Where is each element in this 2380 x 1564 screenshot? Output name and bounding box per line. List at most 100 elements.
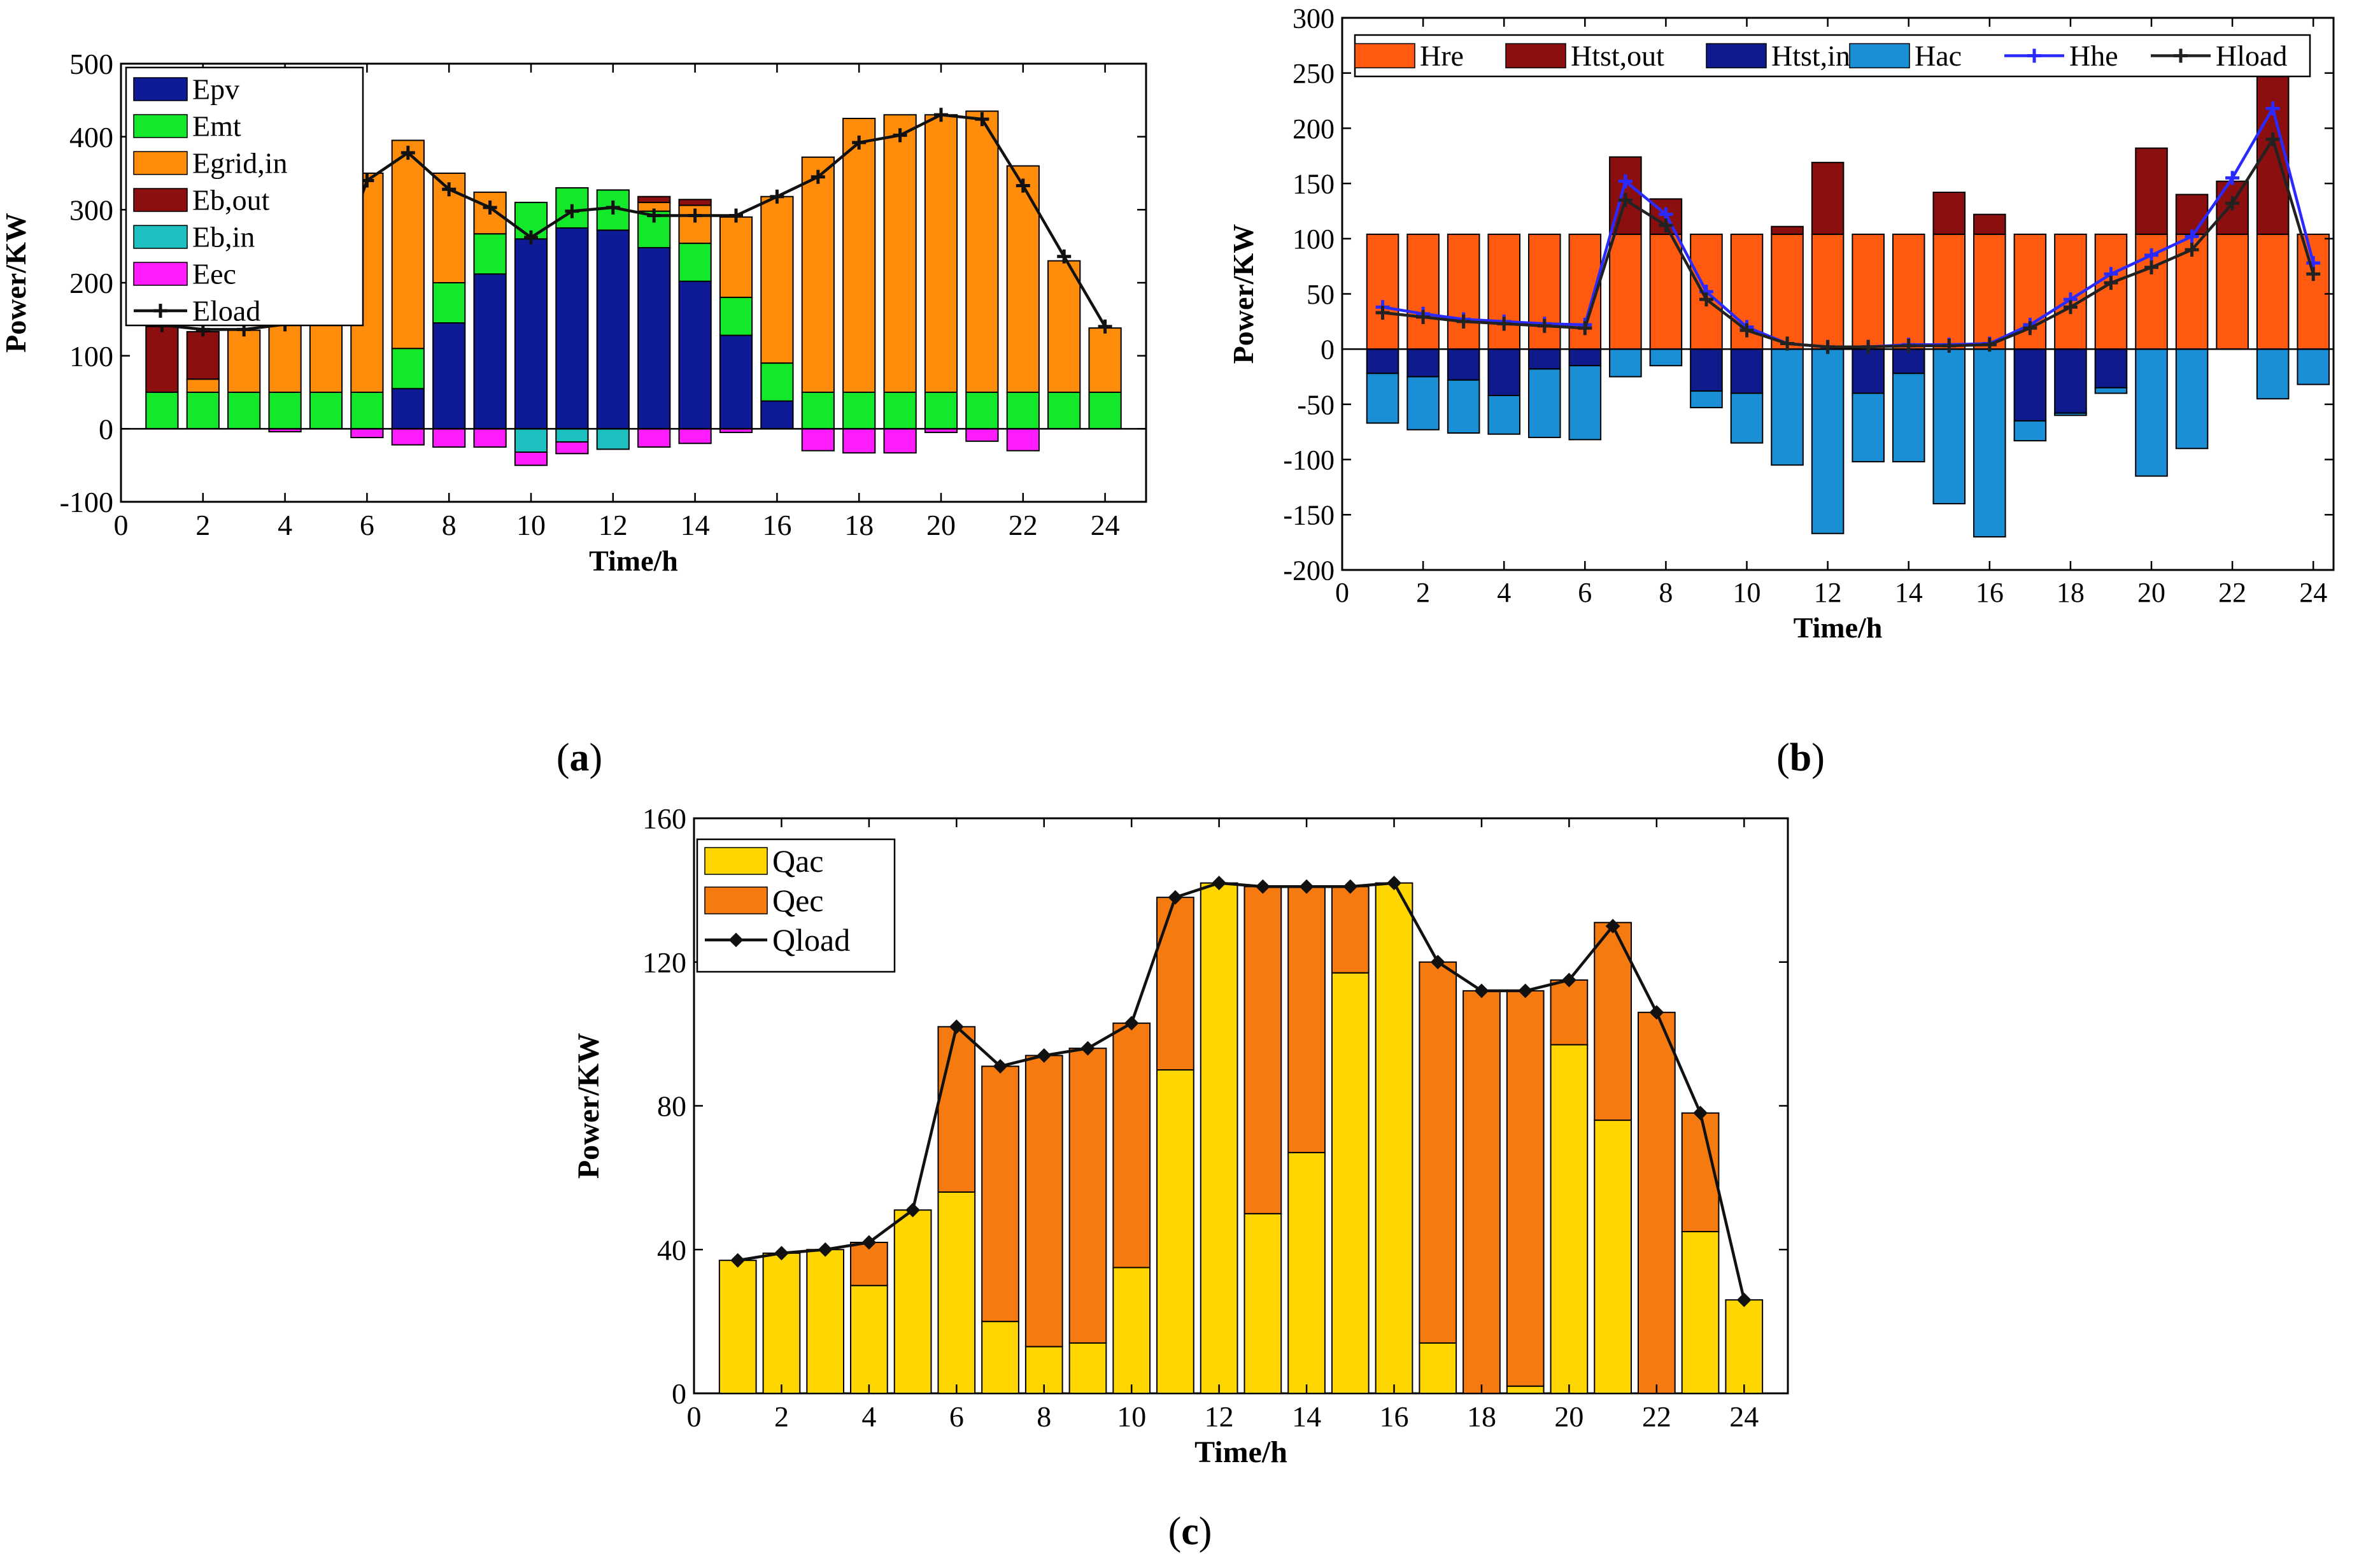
bar-htst-in-10 <box>1730 348 1764 394</box>
marker-eload-15 <box>729 208 743 223</box>
legend: Qac Qec Qload <box>696 838 896 973</box>
legend-marker-hhe <box>2027 48 2041 63</box>
marker-qload-18 <box>1474 983 1489 999</box>
marker-qload-13 <box>1255 879 1270 894</box>
bar-hac-13 <box>1852 392 1885 463</box>
marker-eload-17 <box>811 169 825 184</box>
legend-label-htst-out: Htst,out <box>1571 39 1664 72</box>
bar-htst-out-20 <box>2135 147 2168 235</box>
bar-qac-1 <box>718 1260 757 1395</box>
x-tick-label-22: 22 <box>2218 577 2246 608</box>
bar-eb-out-2 <box>186 331 220 380</box>
bar-qec-9 <box>1068 1048 1107 1344</box>
marker-qload-24 <box>1736 1292 1752 1307</box>
bar-eec-13 <box>637 428 671 448</box>
marker-qload-12 <box>1212 876 1227 891</box>
marker-hhe-22 <box>2225 171 2240 185</box>
bar-hre-13 <box>1852 233 1885 350</box>
bar-hre-23 <box>2256 233 2290 350</box>
x-tick-label-4: 4 <box>278 509 292 541</box>
x-axis-label: Time/h <box>1194 1435 1287 1469</box>
bar-htst-out-11 <box>1771 225 1804 235</box>
marker-qload-17 <box>1430 955 1445 970</box>
bar-hac-16 <box>1973 348 2006 537</box>
x-tick-label-20: 20 <box>926 509 956 541</box>
bar-emt-8 <box>432 282 466 324</box>
marker-eload-7 <box>400 145 415 160</box>
bar-emt-6 <box>350 392 384 430</box>
bar-qec-17 <box>1419 961 1457 1344</box>
bar-emt-17 <box>801 392 835 430</box>
legend-swatch-hre <box>1354 43 1415 69</box>
bar-qac-13 <box>1243 1212 1282 1394</box>
marker-hload-4 <box>1497 316 1512 331</box>
bar-epv-14 <box>678 280 712 430</box>
bar-hac-2 <box>1406 376 1440 430</box>
bar-hac-9 <box>1690 390 1723 409</box>
bar-emt-21 <box>965 392 999 430</box>
bar-eb-in-11 <box>555 428 589 443</box>
bar-hac-19 <box>2094 387 2128 394</box>
bar-egrid-in-18 <box>842 118 876 393</box>
marker-eload-18 <box>852 135 867 150</box>
legend-label-hload: Hload <box>2216 39 2287 72</box>
y-tick-label-50: 50 <box>1307 279 1335 310</box>
x-tick-label-6: 6 <box>360 509 374 541</box>
bar-htst-out-21 <box>2175 194 2209 235</box>
marker-hload-24 <box>2306 267 2321 281</box>
marker-hload-16 <box>1982 338 1997 352</box>
bar-hre-19 <box>2094 233 2128 350</box>
y-tick-label-100: 100 <box>69 340 113 373</box>
marker-qload-11 <box>1168 890 1183 905</box>
legend-label-qec: Qec <box>772 883 824 918</box>
x-tick-label-22: 22 <box>1642 1400 1671 1433</box>
bar-epv-10 <box>514 238 548 430</box>
x-tick-label-8: 8 <box>1659 577 1673 608</box>
bar-emt-22 <box>1006 392 1040 430</box>
x-tick-label-18: 18 <box>1467 1400 1496 1433</box>
x-tick-label-0: 0 <box>114 509 129 541</box>
bar-hac-3 <box>1447 379 1480 434</box>
x-tick-label-18: 18 <box>2057 577 2085 608</box>
bar-hre-12 <box>1811 233 1845 350</box>
x-tick-label-16: 16 <box>1380 1400 1409 1433</box>
bar-htst-in-9 <box>1690 348 1723 392</box>
y-tick-label-150: 150 <box>1293 169 1335 200</box>
bar-eec-22 <box>1006 428 1040 451</box>
x-tick-label-12: 12 <box>599 509 628 541</box>
marker-hload-13 <box>1861 339 1876 354</box>
bar-htst-in-5 <box>1527 348 1561 370</box>
marker-hload-14 <box>1901 338 1916 353</box>
marker-hload-6 <box>1578 321 1592 336</box>
bar-htst-in-17 <box>2013 348 2047 422</box>
bar-qac-24 <box>1725 1299 1764 1394</box>
legend-swatch-htst-out <box>1505 43 1566 69</box>
x-tick-label-16: 16 <box>1976 577 2004 608</box>
bar-eec-21 <box>965 428 999 442</box>
bar-qac-5 <box>893 1209 932 1394</box>
x-tick-label-6: 6 <box>949 1400 964 1433</box>
bar-hac-14 <box>1892 373 1925 463</box>
bar-hac-18 <box>2054 412 2087 416</box>
bar-emt-18 <box>842 392 876 430</box>
legend-marker-hload <box>2174 48 2188 63</box>
x-tick-label-8: 8 <box>1037 1400 1051 1433</box>
bar-qac-17 <box>1419 1342 1457 1395</box>
bar-qac-15 <box>1331 972 1370 1394</box>
legend: Epv Emt Egrid,in Eb,out Eb,in Eec Eload <box>125 66 364 327</box>
marker-hload-5 <box>1537 318 1552 333</box>
bar-htst-in-13 <box>1852 348 1885 394</box>
bar-qec-6 <box>937 1026 976 1193</box>
bar-qac-16 <box>1375 882 1413 1394</box>
bar-epv-11 <box>555 227 589 430</box>
bar-hre-1 <box>1366 233 1399 350</box>
bar-hre-15 <box>1932 233 1966 350</box>
marker-qload-14 <box>1299 879 1314 894</box>
bar-hre-16 <box>1973 233 2006 350</box>
marker-eload-24 <box>1098 319 1112 334</box>
marker-qload-1 <box>730 1253 746 1268</box>
legend-swatch-epv <box>133 77 188 101</box>
bar-qac-7 <box>981 1321 1019 1394</box>
bar-eec-19 <box>883 428 917 454</box>
bar-egrid-in-23 <box>1047 260 1081 393</box>
